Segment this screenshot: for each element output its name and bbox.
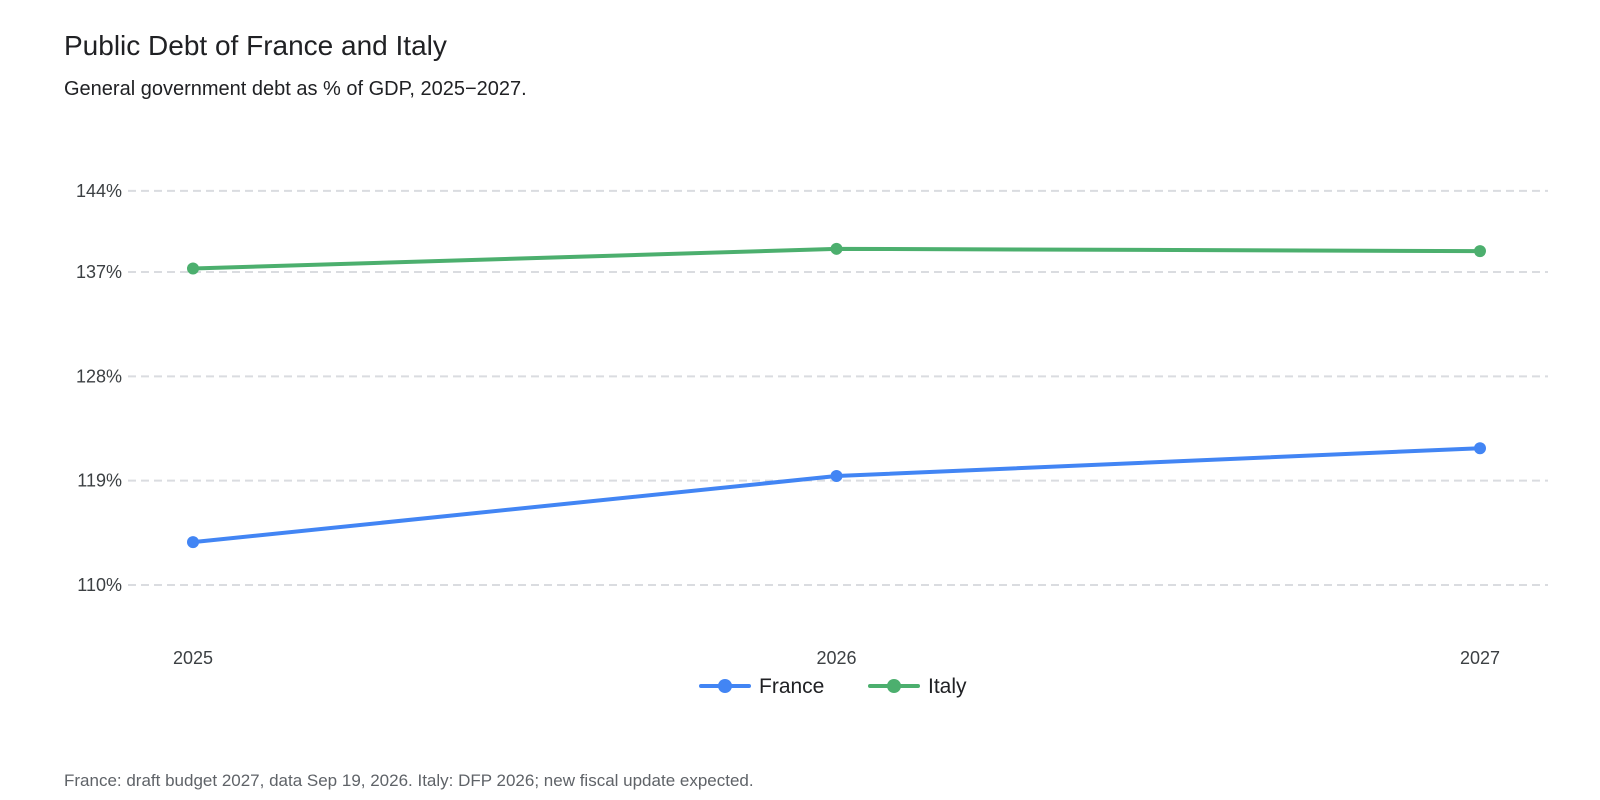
x-tick-label: 2026 [816,648,856,668]
series-france [187,442,1486,549]
y-axis-ticks: 110% 119% 128% 137% 144% [76,181,122,595]
data-point [1474,442,1486,455]
series-italy [187,242,1486,275]
y-tick-label: 144% [76,181,122,201]
data-point [830,470,843,483]
data-point [1474,245,1486,258]
y-tick-label: 110% [77,575,122,595]
data-point [187,536,199,549]
x-tick-label: 2025 [173,648,213,668]
chart-footnote: France: draft budget 2027, data Sep 19, … [64,771,754,790]
x-axis-ticks: 2025 2026 2027 [173,648,1500,668]
legend-item-italy: Italy [868,675,967,698]
data-point [830,242,843,255]
chart-subtitle: General government debt as % of GDP, 202… [64,78,527,100]
legend-label: Italy [928,675,967,698]
y-tick-label: 128% [76,366,122,386]
line-chart: 110% 119% 128% 137% 144% 2025 2026 2027 France… [76,181,1548,698]
legend-item-france: France [699,675,824,698]
y-tick-label: 119% [77,471,122,491]
legend-swatch-dot [887,679,901,693]
series-line [191,446,1482,545]
chart-title: Public Debt of France and Italy [64,30,447,61]
legend-swatch-dot [718,679,732,693]
legend: France Italy [699,675,967,698]
y-tick-label: 137% [76,262,122,282]
series-lines [187,242,1486,549]
data-point [187,262,199,275]
x-tick-label: 2027 [1460,648,1500,668]
gridlines [128,189,1548,586]
legend-label: France [759,675,824,698]
